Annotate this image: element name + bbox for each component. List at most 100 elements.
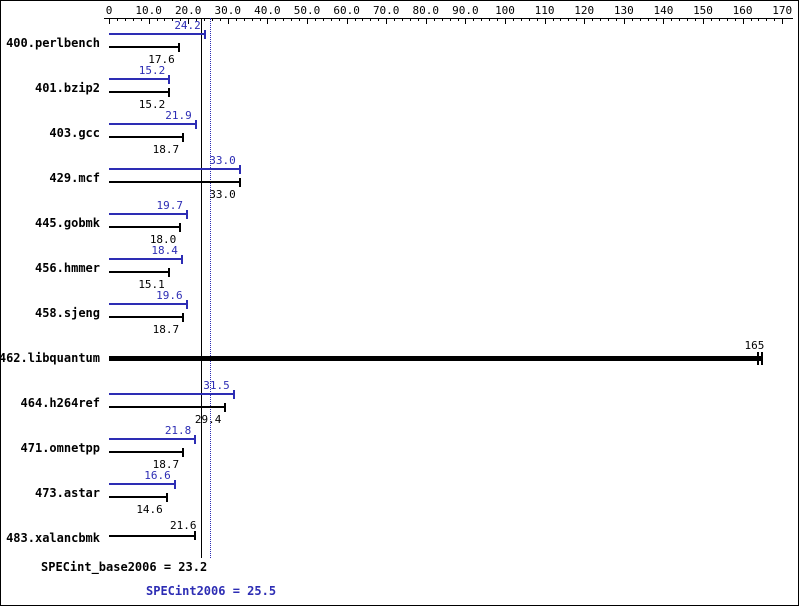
bar-end-cap: [761, 352, 764, 365]
axis-minor-tick: [299, 18, 301, 21]
axis-minor-tick: [378, 18, 380, 21]
base-value-label: 18.7: [152, 458, 180, 471]
base-value-label: 15.2: [138, 98, 166, 111]
base-value-label: 15.1: [138, 278, 165, 291]
benchmark-label: 458.sjeng: [34, 306, 100, 320]
axis-minor-tick: [140, 18, 142, 21]
bar-end-cap: [182, 313, 185, 322]
axis-major-tick: [148, 18, 150, 24]
bar-end-cap: [182, 448, 185, 457]
axis-minor-tick: [568, 18, 570, 21]
axis-tick-label: 60.0: [333, 4, 360, 17]
axis-major-tick: [703, 18, 704, 24]
axis-tick-label: 20.0: [174, 4, 202, 17]
axis-minor-tick: [576, 18, 578, 21]
benchmark-label: 403.gcc: [49, 126, 100, 140]
axis-tick-label: 0: [105, 4, 113, 17]
base-bar: [109, 91, 170, 93]
axis-minor-tick: [766, 18, 768, 21]
axis-minor-tick: [124, 18, 126, 21]
peak-bar: [109, 123, 196, 125]
axis-minor-tick: [330, 18, 332, 21]
axis-major-tick: [505, 18, 506, 24]
peak-bar: [109, 303, 187, 305]
axis-major-tick: [623, 18, 625, 24]
axis-minor-tick: [291, 18, 293, 21]
axis-minor-tick: [322, 18, 324, 21]
axis-tick-label: 140: [653, 4, 674, 17]
single-value-label: 165: [744, 339, 765, 352]
axis-tick-label: 130: [613, 4, 634, 17]
axis-minor-tick: [687, 18, 689, 21]
axis-minor-tick: [164, 18, 166, 21]
axis-minor-tick: [196, 18, 198, 21]
benchmark-label: 401.bzip2: [34, 81, 100, 95]
peak-value-label: 19.6: [156, 289, 183, 302]
bar-end-cap: [238, 165, 241, 174]
axis-tick-label: 120: [574, 4, 595, 17]
axis-minor-tick: [441, 18, 443, 21]
base-value-label: 18.7: [152, 143, 180, 156]
axis-minor-tick: [338, 18, 340, 21]
peak-bar: [109, 213, 187, 215]
axis-tick-label: 50.0: [293, 4, 321, 17]
benchmark-label: 445.gobmk: [34, 216, 100, 230]
base-bar: [109, 316, 184, 318]
axis-minor-tick: [402, 18, 403, 21]
base-value-label: 33.0: [209, 188, 236, 201]
axis-minor-tick: [718, 18, 720, 21]
axis-minor-tick: [433, 18, 435, 21]
peak-bar: [109, 438, 196, 440]
peak-value-label: 18.4: [151, 244, 178, 257]
base-bar: [109, 271, 169, 273]
peak-value-label: 24.2: [174, 19, 201, 32]
base-value-label: 29.4: [194, 413, 222, 426]
peak-bar: [109, 168, 240, 170]
axis-tick-label: 10.0: [135, 4, 162, 17]
axis-tick-label: 70.0: [372, 4, 400, 17]
axis-tick-label: 170: [772, 4, 793, 17]
bar-end-cap: [232, 390, 235, 399]
axis-minor-tick: [394, 18, 396, 21]
benchmark-label: 483.xalancbmk: [6, 531, 100, 545]
axis-major-tick: [188, 18, 190, 24]
axis-minor-tick: [370, 18, 372, 21]
axis-minor-tick: [655, 18, 657, 21]
base-value-label: 17.6: [148, 53, 175, 66]
peak-value-label: 19.7: [156, 199, 184, 212]
axis-tick-label: 110: [534, 4, 555, 17]
base-summary-text: SPECint_base2006 = 23.2: [41, 560, 208, 574]
axis-minor-tick: [251, 18, 253, 21]
axis-major-tick: [544, 18, 546, 24]
benchmark-label: 429.mcf: [49, 171, 100, 185]
bar-end-cap: [194, 120, 197, 129]
bar-end-cap: [185, 300, 188, 309]
axis-minor-tick: [615, 18, 617, 21]
axis-minor-tick: [259, 18, 261, 21]
axis-minor-tick: [512, 18, 514, 21]
axis-minor-tick: [671, 18, 673, 21]
axis-minor-tick: [410, 18, 411, 21]
axis-minor-tick: [679, 18, 681, 21]
axis-minor-tick: [132, 18, 134, 21]
peak-bar: [109, 258, 182, 260]
axis-minor-tick: [560, 18, 562, 21]
single-value-label: 21.6: [170, 519, 197, 532]
peak-bar: [109, 393, 234, 395]
bar-end-cap: [180, 255, 183, 264]
axis-tick-label: 90.0: [452, 4, 479, 17]
axis-minor-tick: [204, 18, 205, 21]
bar-end-cap: [173, 480, 176, 489]
axis-minor-tick: [758, 18, 760, 21]
bar-end-cap: [179, 223, 182, 232]
bar-end-cap: [757, 352, 760, 365]
axis-major-tick: [346, 18, 348, 24]
axis-minor-tick: [172, 18, 174, 21]
axis-minor-tick: [600, 18, 601, 21]
single-bar: [109, 356, 763, 361]
bar-end-cap: [167, 268, 170, 277]
axis-minor-tick: [592, 18, 594, 21]
benchmark-label: 462.libquantum: [0, 351, 100, 365]
benchmark-label: 473.astar: [34, 486, 100, 500]
